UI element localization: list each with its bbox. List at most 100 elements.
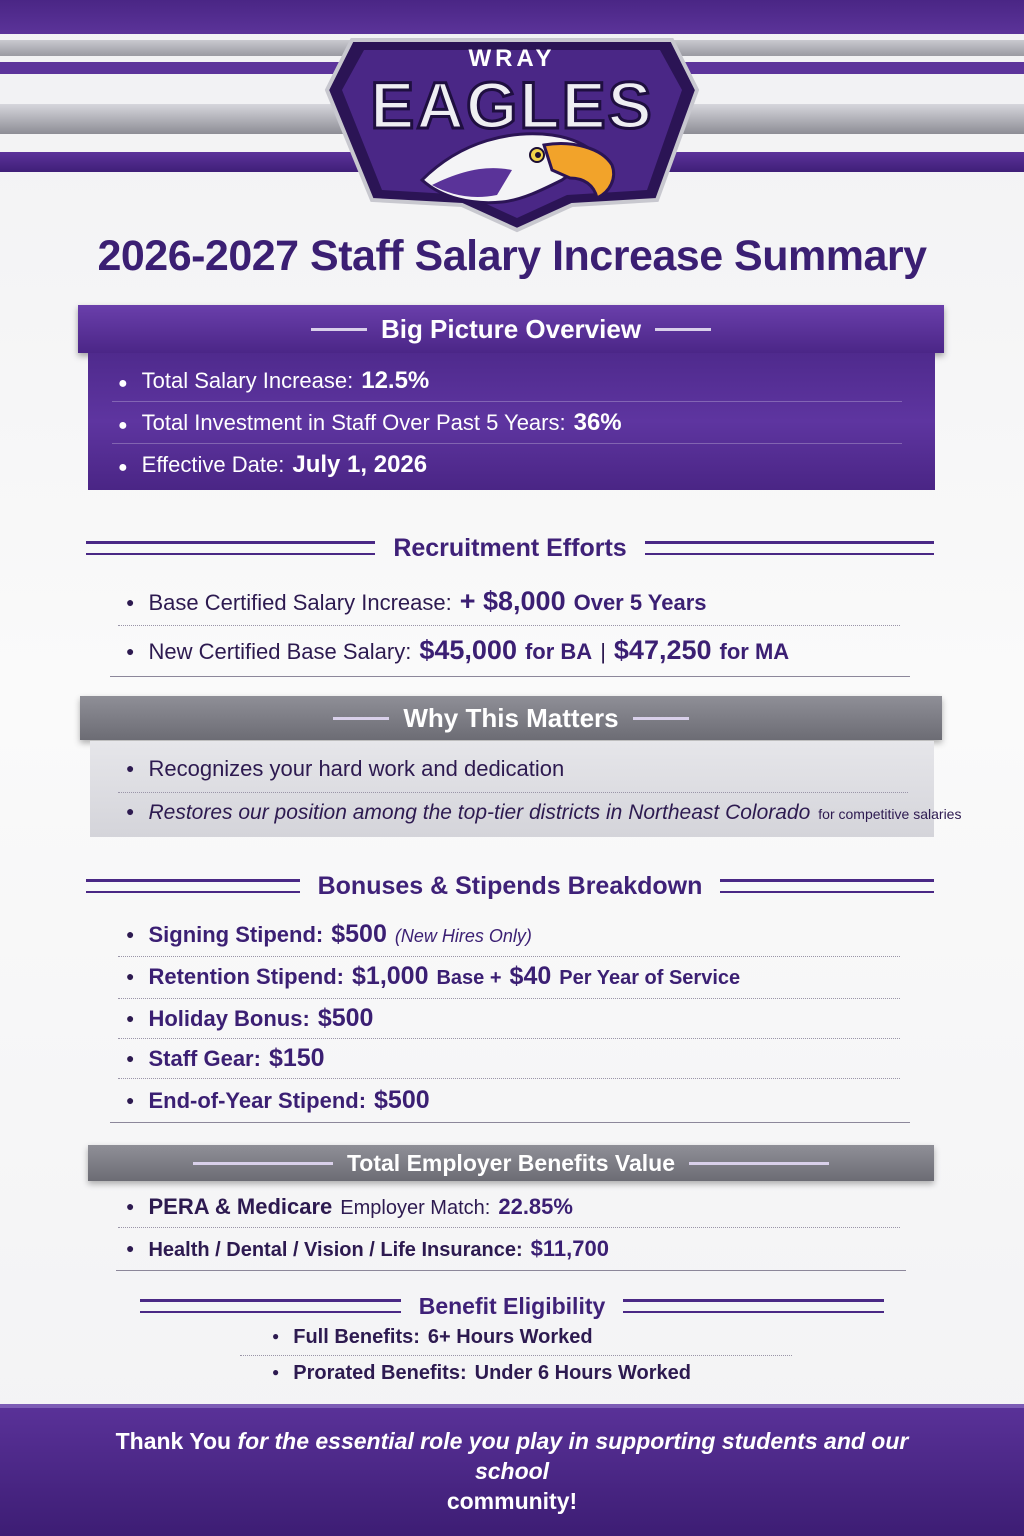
item-text: Recognizes your hard work and dedication (148, 756, 565, 781)
bullet-icon: ● (118, 375, 128, 392)
page-title: 2026-2027 Staff Salary Increase Summary (97, 232, 927, 280)
recruitment-heading-text: Recruitment Efforts (393, 533, 627, 562)
thanks-message-text: for the essential role you play in suppo… (237, 1428, 909, 1484)
overview-value: 36% (573, 409, 622, 436)
item-value-2: $40 (509, 962, 552, 990)
bonus-item-signing: ● Signing Stipend: $500 (New Hires Only) (126, 920, 532, 949)
item-value: 22.85% (498, 1194, 573, 1219)
overview-heading: Big Picture Overview (380, 313, 642, 344)
bullet-icon: ● (118, 417, 128, 434)
eligibility-item-prorated: ● Prorated Benefits: Under 6 Hours Worke… (272, 1362, 691, 1385)
section-divider (110, 1122, 910, 1123)
item-value: $11,700 (530, 1236, 609, 1261)
banner-line-left (192, 1161, 333, 1165)
item-value: $150 (268, 1044, 325, 1072)
divider (112, 401, 902, 402)
logo-main-text: EAGLES (370, 68, 653, 142)
banner-line-right (689, 1161, 830, 1165)
bonus-item-gear: ● Staff Gear: $150 (126, 1044, 325, 1073)
overview-label: Total Salary Increase: (141, 368, 354, 393)
dotted-divider (118, 792, 908, 793)
bullet-icon: ● (126, 803, 135, 819)
heading-lines-right (623, 1299, 885, 1313)
bullet-icon: ● (126, 1010, 135, 1026)
thanks-last-text: community! (446, 1488, 578, 1514)
item-note: (New Hires Only) (394, 926, 532, 946)
bullet-icon: ● (126, 1240, 135, 1256)
bullet-icon: ● (118, 459, 128, 476)
dotted-divider (118, 956, 900, 957)
item-label: Base Certified Salary Increase: (148, 590, 452, 615)
dotted-divider (118, 998, 900, 999)
divider (112, 443, 902, 444)
item-value: $500 (331, 920, 387, 948)
bullet-icon: ● (272, 1329, 280, 1343)
bullet-icon: ● (126, 1198, 135, 1214)
heading-lines-left (140, 1299, 401, 1313)
item-value: $1,000 (352, 962, 429, 990)
heading-lines-left (86, 879, 300, 893)
banner-line-left (310, 327, 367, 331)
bonus-item-retention: ● Retention Stipend: $1,000 Base + $40 P… (126, 962, 740, 991)
item-base: Base + (436, 967, 502, 989)
dotted-divider (240, 1355, 792, 1356)
item-value: 6+ Hours Worked (427, 1326, 593, 1348)
overview-banner: Big Picture Overview (78, 305, 944, 353)
dotted-divider (118, 1038, 900, 1039)
bullet-icon: ● (272, 1365, 280, 1379)
heading-lines-right (720, 879, 935, 893)
item-label: Full Benefits: (293, 1326, 420, 1348)
why-item-restores: ● Restores our position among the top-ti… (126, 801, 961, 825)
logo-top-text: WRAY (468, 45, 555, 72)
eligibility-item-full: ● Full Benefits: 6+ Hours Worked (272, 1326, 593, 1349)
dotted-divider (118, 1227, 900, 1228)
banner-line-right (632, 716, 689, 720)
overview-box: ● Total Salary Increase: 12.5% ● Total I… (88, 353, 935, 490)
eagles-logo: WRAY EAGLES (324, 38, 700, 233)
item-suffix: Per Year of Service (559, 967, 741, 989)
eligibility-heading: Benefit Eligibility (140, 1290, 885, 1322)
item-label-bold: PERA & Medicare (148, 1194, 333, 1219)
why-item-recognizes: ● Recognizes your hard work and dedicati… (126, 756, 564, 782)
eagle-head-icon (419, 132, 616, 205)
item-value: $500 (317, 1004, 374, 1032)
bonuses-heading: Bonuses & Stipends Breakdown (86, 866, 935, 906)
dotted-divider (118, 1078, 900, 1079)
banner-line-right (655, 327, 712, 331)
why-heading: Why This Matters (403, 702, 619, 733)
why-box (90, 741, 934, 837)
item-label: New Certified Base Salary: (148, 639, 412, 664)
item-label: Signing Stipend: (148, 922, 324, 947)
item-small-text: for competitive salaries (818, 806, 962, 822)
section-divider (116, 1270, 906, 1271)
item-label: Health / Dental / Vision / Life Insuranc… (148, 1239, 523, 1261)
eligibility-heading-text: Benefit Eligibility (418, 1292, 606, 1319)
item-value: Under 6 Hours Worked (474, 1362, 691, 1384)
bonus-item-holiday: ● Holiday Bonus: $500 (126, 1004, 373, 1033)
item-label: Prorated Benefits: (293, 1362, 467, 1384)
recruitment-item-base-salary: ● New Certified Base Salary: $45,000 for… (126, 635, 789, 666)
overview-value: 12.5% (361, 367, 430, 394)
item-value: + $8,000 (459, 586, 566, 616)
separator: | (600, 639, 606, 664)
bullet-icon: ● (126, 968, 135, 984)
benefits-heading: Total Employer Benefits Value (346, 1149, 676, 1176)
overview-item-salary-increase: ● Total Salary Increase: 12.5% (118, 367, 429, 395)
ba-value: $45,000 (419, 635, 517, 665)
banner-line-left (333, 716, 390, 720)
bullet-icon: ● (126, 926, 135, 942)
item-label: Employer Match: (340, 1197, 491, 1219)
top-stripe-purple (0, 0, 1024, 34)
footer-band: Thank You for the essential role you pla… (0, 1404, 1024, 1536)
benefit-item-health: ● Health / Dental / Vision / Life Insura… (126, 1236, 609, 1262)
bonus-item-end-of-year: ● End-of-Year Stipend: $500 (126, 1086, 430, 1115)
item-label: Retention Stipend: (148, 964, 345, 989)
benefit-item-pera: ● PERA & Medicare Employer Match: 22.85% (126, 1194, 573, 1220)
footer-top-line (0, 1404, 1024, 1408)
ba-suffix: for BA (524, 639, 593, 664)
dotted-divider (118, 625, 900, 626)
recruitment-heading: Recruitment Efforts (86, 528, 934, 568)
section-divider (110, 676, 910, 677)
why-banner: Why This Matters (80, 696, 942, 740)
overview-label: Total Investment in Staff Over Past 5 Ye… (141, 410, 566, 435)
